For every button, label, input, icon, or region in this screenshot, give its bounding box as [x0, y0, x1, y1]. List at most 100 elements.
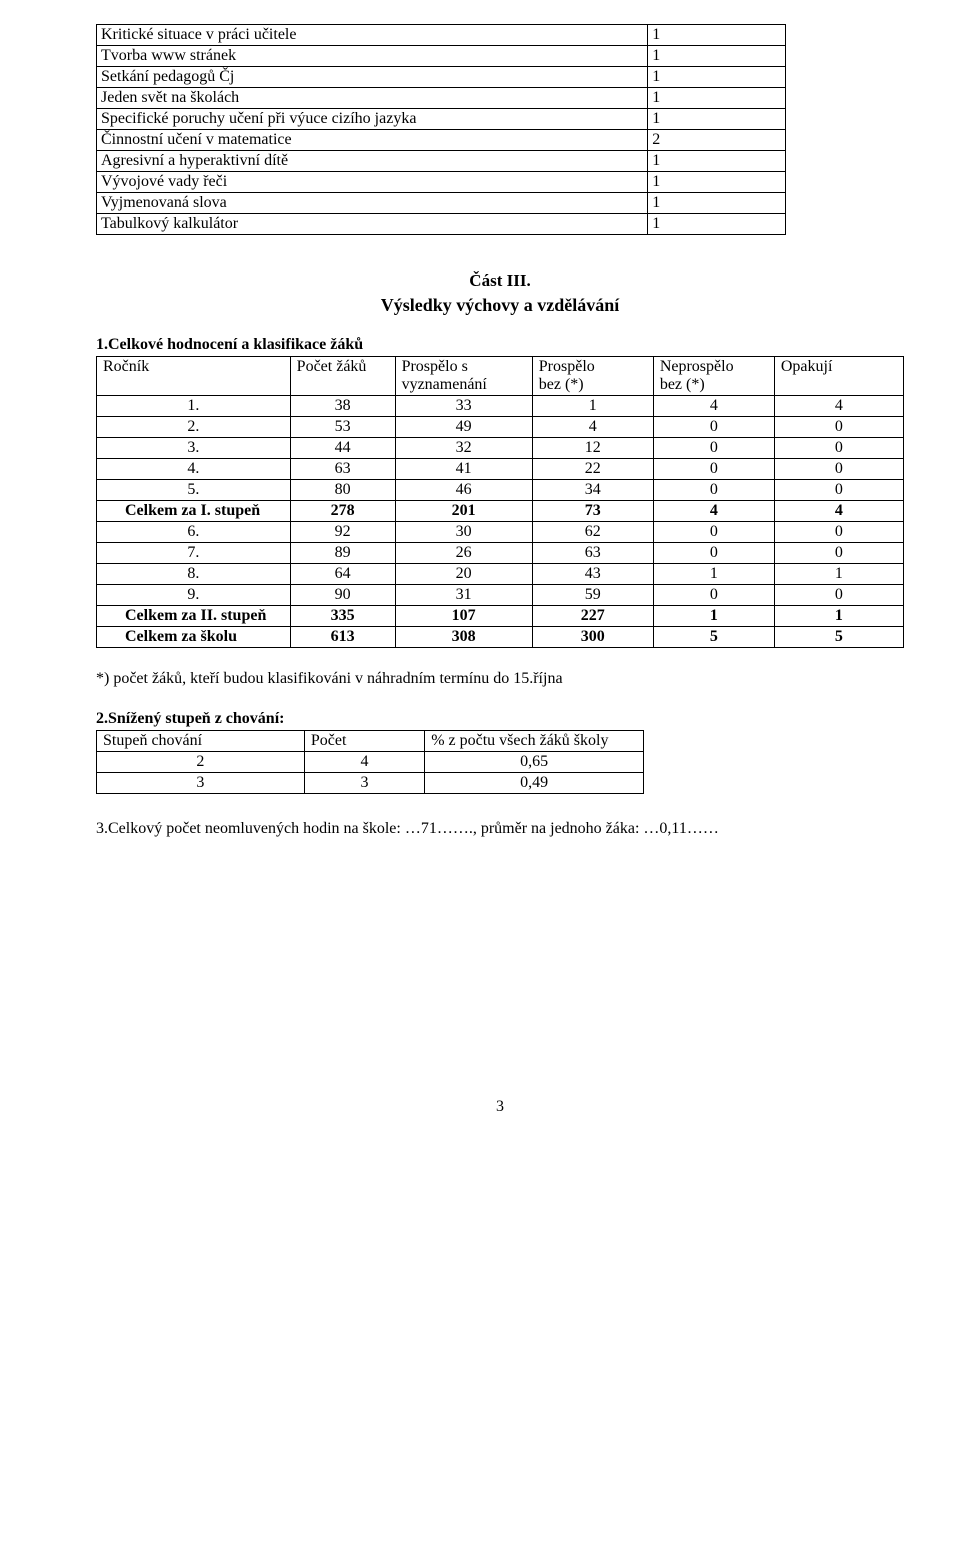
grades-cell: 1 — [774, 564, 903, 585]
activity-value: 1 — [648, 67, 786, 88]
grades-header-line: bez (*) — [539, 376, 584, 393]
behaviour-cell: 3 — [304, 773, 424, 794]
grades-cell: 278 — [290, 501, 395, 522]
grades-cell: 0 — [774, 459, 903, 480]
grades-cell: 1 — [774, 606, 903, 627]
grades-cell: 43 — [532, 564, 653, 585]
table-row: 9.90315900 — [97, 585, 904, 606]
grades-cell: 0 — [774, 585, 903, 606]
grades-cell: 20 — [395, 564, 532, 585]
grades-cell: 89 — [290, 543, 395, 564]
grades-cell: 32 — [395, 438, 532, 459]
grades-cell: 308 — [395, 627, 532, 648]
grades-cell: 1 — [532, 396, 653, 417]
activity-label: Setkání pedagogů Čj — [97, 67, 648, 88]
behaviour-heading: 2.Snížený stupeň z chování: — [96, 710, 904, 728]
grades-cell: 80 — [290, 480, 395, 501]
grades-cell: 0 — [653, 438, 774, 459]
grades-row-label: Celkem za školu — [97, 627, 291, 648]
activity-value: 1 — [648, 193, 786, 214]
grades-header-prospelo: Prospělo bez (*) — [532, 357, 653, 396]
table-row: 8.64204311 — [97, 564, 904, 585]
grades-heading: 1.Celkové hodnocení a klasifikace žáků — [96, 336, 904, 354]
grades-cell: 4 — [532, 417, 653, 438]
grades-cell: 0 — [774, 543, 903, 564]
activity-label: Kritické situace v práci učitele — [97, 25, 648, 46]
activity-value: 1 — [648, 214, 786, 235]
table-row: Setkání pedagogů Čj1 — [97, 67, 786, 88]
grades-cell: 0 — [653, 522, 774, 543]
grades-cell: 0 — [653, 417, 774, 438]
table-row: Tabulkový kalkulátor1 — [97, 214, 786, 235]
activity-value: 1 — [648, 25, 786, 46]
grades-header-opakuji: Opakují — [774, 357, 903, 396]
grades-cell: 4 — [774, 396, 903, 417]
grades-cell: 38 — [290, 396, 395, 417]
grades-cell: 92 — [290, 522, 395, 543]
table-row: Kritické situace v práci učitele1 — [97, 25, 786, 46]
activity-value: 1 — [648, 151, 786, 172]
training-activities-table: Kritické situace v práci učitele1Tvorba … — [96, 24, 786, 235]
behaviour-header-stupen: Stupeň chování — [97, 731, 305, 752]
table-row: Agresivní a hyperaktivní dítě1 — [97, 151, 786, 172]
grades-row-label: 8. — [97, 564, 291, 585]
grades-row-label: 4. — [97, 459, 291, 480]
grades-row-label: 6. — [97, 522, 291, 543]
grades-cell: 0 — [653, 585, 774, 606]
table-row: Tvorba www stránek1 — [97, 46, 786, 67]
grades-cell: 44 — [290, 438, 395, 459]
table-row: Celkem za I. stupeň2782017344 — [97, 501, 904, 522]
grades-cell: 73 — [532, 501, 653, 522]
activity-value: 1 — [648, 46, 786, 67]
table-row: 5.80463400 — [97, 480, 904, 501]
activity-value: 1 — [648, 172, 786, 193]
grades-cell: 53 — [290, 417, 395, 438]
grades-cell: 63 — [532, 543, 653, 564]
section-title: Část III. — [96, 271, 904, 291]
activity-value: 1 — [648, 88, 786, 109]
grades-table: Ročník Počet žáků Prospělo s vyznamenání… — [96, 356, 904, 648]
table-row: Celkem za II. stupeň33510722711 — [97, 606, 904, 627]
grades-cell: 0 — [774, 438, 903, 459]
table-row: Celkem za školu61330830055 — [97, 627, 904, 648]
grades-cell: 12 — [532, 438, 653, 459]
grades-cell: 62 — [532, 522, 653, 543]
grades-row-label: 7. — [97, 543, 291, 564]
grades-row-label: 3. — [97, 438, 291, 459]
table-row: 2.5349400 — [97, 417, 904, 438]
grades-cell: 5 — [653, 627, 774, 648]
grades-header-line: bez (*) — [660, 376, 705, 393]
grades-cell: 201 — [395, 501, 532, 522]
grades-cell: 46 — [395, 480, 532, 501]
grades-cell: 33 — [395, 396, 532, 417]
grades-cell: 26 — [395, 543, 532, 564]
grades-cell: 4 — [774, 501, 903, 522]
grades-cell: 227 — [532, 606, 653, 627]
grades-cell: 0 — [653, 543, 774, 564]
grades-header-line: Prospělo s — [402, 358, 468, 375]
behaviour-cell: 4 — [304, 752, 424, 773]
activity-value: 1 — [648, 109, 786, 130]
behaviour-cell: 0,65 — [425, 752, 644, 773]
table-row: 4.63412200 — [97, 459, 904, 480]
table-row: 7.89266300 — [97, 543, 904, 564]
grades-row-label: Celkem za II. stupeň — [97, 606, 291, 627]
grades-cell: 300 — [532, 627, 653, 648]
table-row: 1.3833144 — [97, 396, 904, 417]
grades-cell: 107 — [395, 606, 532, 627]
grades-cell: 0 — [653, 480, 774, 501]
grades-row-label: 5. — [97, 480, 291, 501]
grades-cell: 59 — [532, 585, 653, 606]
behaviour-table: Stupeň chování Počet % z počtu všech žák… — [96, 730, 644, 794]
behaviour-header-procenta: % z počtu všech žáků školy — [425, 731, 644, 752]
table-row: Vyjmenovaná slova1 — [97, 193, 786, 214]
grades-cell: 31 — [395, 585, 532, 606]
behaviour-cell: 2 — [97, 752, 305, 773]
grades-cell: 34 — [532, 480, 653, 501]
table-row: Vývojové vady řeči1 — [97, 172, 786, 193]
activity-label: Tvorba www stránek — [97, 46, 648, 67]
grades-cell: 0 — [774, 522, 903, 543]
grades-row-label: 9. — [97, 585, 291, 606]
grades-cell: 335 — [290, 606, 395, 627]
activity-label: Činnostní učení v matematice — [97, 130, 648, 151]
